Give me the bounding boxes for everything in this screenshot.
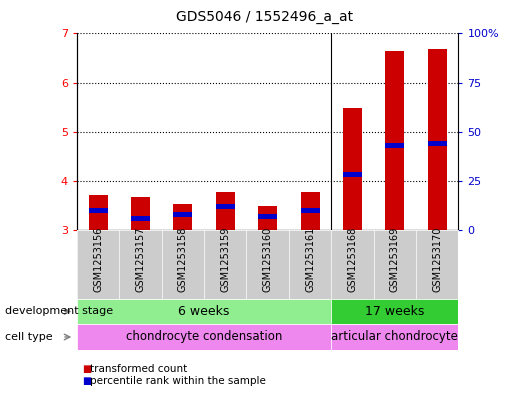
Bar [385, 143, 404, 148]
Bar [428, 141, 447, 146]
Text: percentile rank within the sample: percentile rank within the sample [90, 376, 266, 386]
Text: chondrocyte condensation: chondrocyte condensation [126, 331, 282, 343]
Text: ■: ■ [82, 364, 91, 374]
Text: articular chondrocyte: articular chondrocyte [331, 331, 458, 343]
Bar [258, 214, 277, 219]
Bar [89, 208, 108, 213]
Text: development stage: development stage [5, 307, 113, 316]
Bar [301, 191, 320, 230]
Text: ■: ■ [82, 376, 91, 386]
Bar [131, 216, 150, 220]
Text: transformed count: transformed count [90, 364, 187, 374]
Bar [428, 49, 447, 230]
Text: GSM1253170: GSM1253170 [432, 226, 442, 292]
Text: GSM1253169: GSM1253169 [390, 226, 400, 292]
Text: GSM1253161: GSM1253161 [305, 226, 315, 292]
Text: GSM1253168: GSM1253168 [348, 226, 357, 292]
Bar [77, 299, 331, 324]
Bar [89, 195, 108, 230]
Bar [216, 204, 235, 209]
Text: GSM1253159: GSM1253159 [220, 226, 230, 292]
Bar [173, 204, 192, 230]
Text: GSM1253160: GSM1253160 [263, 226, 272, 292]
Text: cell type: cell type [5, 332, 53, 342]
Bar [301, 208, 320, 213]
Text: GDS5046 / 1552496_a_at: GDS5046 / 1552496_a_at [176, 10, 354, 24]
Bar [331, 324, 458, 350]
Bar [385, 51, 404, 230]
Text: GSM1253158: GSM1253158 [178, 226, 188, 292]
Bar [331, 299, 458, 324]
Bar [258, 206, 277, 230]
Bar [77, 324, 331, 350]
Text: GSM1253156: GSM1253156 [93, 226, 103, 292]
Bar [343, 173, 362, 177]
Bar [343, 108, 362, 230]
Bar [131, 196, 150, 230]
Text: 17 weeks: 17 weeks [365, 305, 425, 318]
Text: GSM1253157: GSM1253157 [136, 226, 145, 292]
Bar [173, 212, 192, 217]
Text: 6 weeks: 6 weeks [179, 305, 229, 318]
Bar [216, 191, 235, 230]
